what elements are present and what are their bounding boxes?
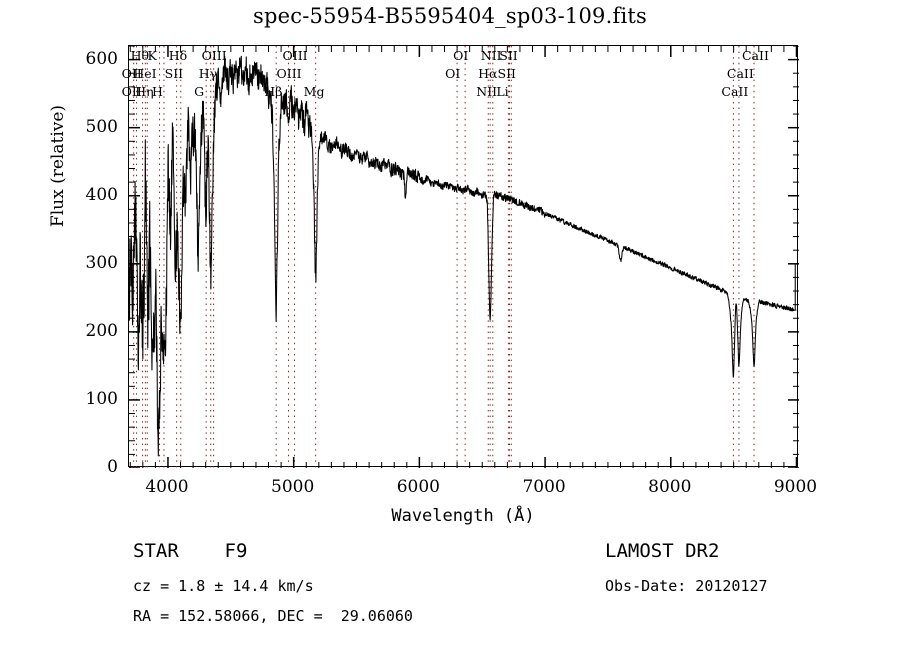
footer-object-class: STAR F9 — [133, 540, 247, 562]
x-tick-7000: 7000 — [522, 477, 566, 497]
x-tick-8000: 8000 — [648, 477, 692, 497]
x-axis-title: Wavelength (Å) — [391, 506, 535, 526]
line-label-H-4861: Hβ — [264, 84, 283, 99]
line-label-H-3835: Hη — [135, 84, 154, 99]
line-label-CaII-8662: CaII — [741, 48, 769, 63]
line-label-CaII-8542: CaII — [726, 66, 754, 81]
line-label-OI-6364: OI — [453, 48, 469, 63]
line-label-H-6563: Hα — [478, 66, 498, 81]
line-label-OI-6300: OI — [445, 66, 461, 81]
footer-obs-date: Obs-Date: 20120127 — [605, 577, 768, 595]
x-tick-4000: 4000 — [145, 477, 189, 497]
y-axis-title: Flux (relative) — [48, 104, 68, 228]
y-tick-500: 500 — [85, 116, 118, 137]
y-tick-600: 600 — [85, 48, 118, 69]
y-tick-100: 100 — [85, 388, 118, 409]
y-tick-0: 0 — [107, 457, 118, 477]
line-label-NII-6548: NII — [476, 84, 498, 99]
line-label-HeI-3820: HeI — [133, 66, 157, 81]
line-label-Mg-5175: Mg — [303, 84, 325, 99]
line-label-OII-3727: OII — [121, 66, 142, 81]
page-title: spec-55954-B5595404_sp03-109.fits — [253, 4, 647, 28]
footer-cz: cz = 1.8 ± 14.4 km/s — [133, 577, 314, 595]
line-label-OIII-4959: OIII — [276, 66, 302, 81]
spectrum-canvas — [128, 45, 799, 469]
y-tick-200: 200 — [85, 320, 118, 341]
x-tick-5000: 5000 — [271, 477, 315, 497]
line-label-K-3933: K — [147, 48, 157, 63]
line-label-SII-4069: SII — [164, 66, 184, 81]
line-label-SII-6717: SII — [497, 66, 516, 81]
line-label-H-4340: Hγ — [198, 66, 218, 81]
line-label-OII-3727: OII — [121, 84, 142, 99]
spectrum-trace — [128, 55, 797, 457]
y-tick-400: 400 — [85, 184, 118, 205]
footer-survey: LAMOST DR2 — [605, 540, 720, 562]
spectral-class: F9 — [224, 540, 248, 562]
footer-coords: RA = 152.58066, DEC = 29.06060 — [133, 607, 413, 625]
line-label-Li-6708: Li — [496, 84, 509, 99]
spectrum-svg — [128, 45, 799, 469]
line-label-NII-6584: NII — [480, 48, 502, 63]
line-label-G-4304: G — [194, 84, 205, 99]
line-label-OIII-4363: OIII — [201, 48, 227, 63]
line-label-H-4102: Hδ — [168, 48, 188, 63]
line-label-SII-6731: SII — [499, 48, 518, 63]
line-label-CaII-8498: CaII — [721, 84, 749, 99]
line-label-H-3798: Hθ — [130, 48, 149, 63]
line-label-OIII-5007: OIII — [282, 48, 308, 63]
x-tick-9000: 9000 — [773, 477, 818, 497]
object-type: STAR — [133, 540, 179, 562]
y-tick-300: 300 — [85, 252, 118, 273]
line-label-H-3968: H — [151, 84, 163, 99]
spectrum-plot-frame — [128, 45, 799, 469]
x-tick-6000: 6000 — [396, 477, 440, 497]
